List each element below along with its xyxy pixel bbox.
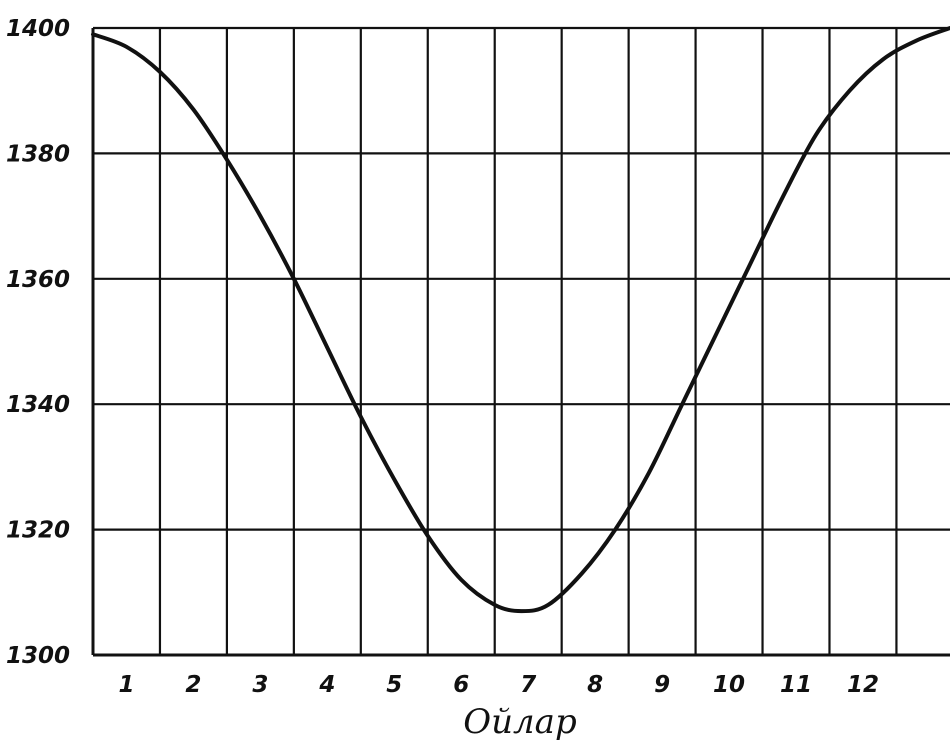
y-tick-label: 1380 xyxy=(6,141,70,167)
x-tick-label: 3 xyxy=(252,672,268,698)
x-tick-label: 2 xyxy=(185,672,201,698)
x-tick-label: 5 xyxy=(386,672,402,698)
chart-series xyxy=(91,26,950,614)
y-tick-label: 1300 xyxy=(6,643,70,669)
x-tick-label: 1 xyxy=(118,672,134,698)
x-tick-label: 12 xyxy=(847,672,879,698)
y-tick-label: 1360 xyxy=(6,267,70,293)
x-tick-label: 9 xyxy=(654,672,670,698)
x-axis-label: Ойлар xyxy=(463,702,576,740)
chart-grid xyxy=(91,26,950,657)
x-tick-label: 7 xyxy=(520,672,536,698)
x-tick-label: 4 xyxy=(318,672,335,698)
y-tick-label: 1340 xyxy=(6,392,70,418)
x-tick-label: 11 xyxy=(780,672,812,698)
x-tick-label: 10 xyxy=(713,672,745,698)
y-tick-label: 1320 xyxy=(6,518,70,544)
y-tick-label: 1400 xyxy=(6,16,70,42)
x-tick-label: 8 xyxy=(587,672,603,698)
x-axis-ticks: 1 2 3 4 5 6 7 8 9 10 11 12 xyxy=(118,672,879,698)
x-tick-label: 6 xyxy=(453,672,469,698)
y-axis-ticks: 1400 1380 1360 1340 1320 1300 xyxy=(6,16,70,669)
series-line xyxy=(91,26,950,614)
